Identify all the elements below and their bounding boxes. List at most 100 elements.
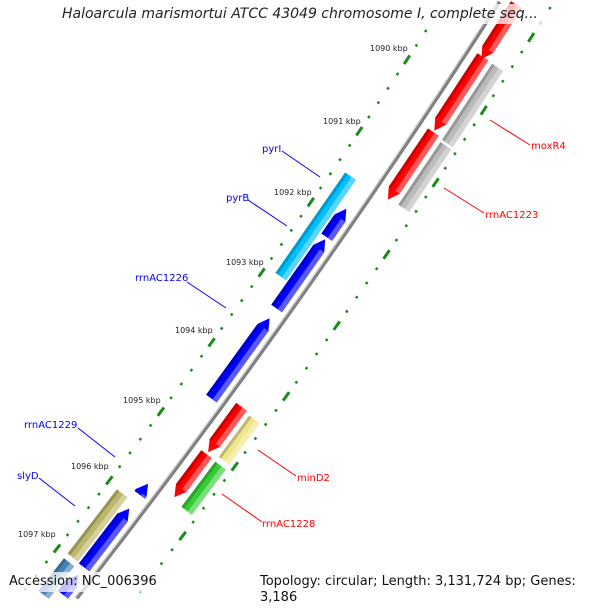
feature-body[interactable] <box>275 172 356 281</box>
major-tick <box>431 177 440 188</box>
gene-feature[interactable] <box>134 483 149 499</box>
gene-label-slyD[interactable]: slyD <box>17 471 39 482</box>
feature-body[interactable] <box>398 142 452 212</box>
tick-label: 1097 kbp <box>18 530 56 539</box>
feature-highlight <box>187 466 226 515</box>
feature-body[interactable] <box>218 415 260 465</box>
minor-tick <box>239 298 244 303</box>
minor-tick <box>199 354 204 359</box>
gene-feature[interactable] <box>398 142 452 212</box>
minor-tick <box>159 561 164 566</box>
minor-tick <box>347 143 352 148</box>
gene-label-rrnAC1229[interactable]: rrnAC1229 <box>24 420 77 431</box>
feature-body[interactable] <box>321 208 347 241</box>
gene-feature[interactable] <box>218 415 260 465</box>
minor-tick <box>249 284 254 289</box>
minor-tick <box>229 312 234 317</box>
gene-feature[interactable] <box>79 508 130 572</box>
leader-line <box>281 150 321 178</box>
leader-line <box>489 119 531 146</box>
minor-tick <box>201 506 206 511</box>
minor-tick <box>289 228 294 233</box>
minor-tick <box>519 50 524 54</box>
major-tick <box>527 32 536 43</box>
feature-body[interactable] <box>79 508 130 572</box>
minor-tick <box>395 72 400 76</box>
minor-tick <box>338 157 342 162</box>
gene-feature[interactable] <box>321 208 347 241</box>
gene-feature[interactable] <box>67 489 128 562</box>
gene-label-rrnAC1228[interactable]: rrnAC1228 <box>262 519 315 530</box>
minor-tick <box>219 326 224 331</box>
feature-highlight <box>215 407 247 447</box>
gene-feature[interactable] <box>275 172 356 281</box>
minor-tick <box>76 519 80 524</box>
gene-feature[interactable] <box>208 402 247 453</box>
major-tick <box>479 105 488 116</box>
feature-body[interactable] <box>181 461 226 515</box>
gene-label-moxR4[interactable]: moxR4 <box>531 141 566 152</box>
minor-tick <box>548 6 552 10</box>
minor-tick <box>462 137 467 142</box>
major-tick <box>52 543 62 554</box>
gene-label-rrnAC1226[interactable]: rrnAC1226 <box>135 273 188 284</box>
feature-body[interactable] <box>271 239 326 313</box>
minor-tick <box>253 436 258 441</box>
gene-feature[interactable] <box>206 318 270 403</box>
minor-tick <box>424 195 428 199</box>
feature-highlight <box>225 420 260 465</box>
feature-highlight <box>327 218 346 241</box>
minor-tick <box>354 295 359 300</box>
feature-body[interactable] <box>206 318 270 403</box>
feature-body[interactable] <box>134 483 149 499</box>
major-tick <box>402 54 412 65</box>
leader-line <box>38 477 76 507</box>
tick-label: 1095 kbp <box>123 396 161 405</box>
major-tick <box>382 249 391 260</box>
feature-highlight <box>182 454 212 492</box>
major-tick <box>355 126 364 137</box>
leader-line <box>186 281 227 309</box>
minor-tick <box>324 338 329 342</box>
gene-feature[interactable] <box>442 63 503 148</box>
gene-feature[interactable] <box>174 450 212 498</box>
minor-tick <box>294 380 299 385</box>
feature-highlight <box>277 249 325 313</box>
minor-tick <box>386 86 390 91</box>
gene-feature[interactable] <box>387 128 439 200</box>
minor-tick <box>179 382 184 386</box>
gene-label-minD2[interactable]: minD2 <box>297 473 330 484</box>
topology-text: Topology: circular; Length: 3,131,724 bp… <box>257 572 600 608</box>
minor-tick <box>86 505 91 510</box>
minor-tick <box>222 478 227 483</box>
gene-label-pyrI[interactable]: pyrI <box>262 144 281 155</box>
feature-shadow <box>398 142 443 207</box>
tick-label: 1094 kbp <box>175 326 213 335</box>
tick-label: 1092 kbp <box>274 188 312 197</box>
minor-tick <box>138 437 143 441</box>
major-tick <box>105 475 114 486</box>
feature-shadow <box>134 488 139 493</box>
gene-feature[interactable] <box>181 461 226 515</box>
major-tick <box>207 337 216 348</box>
gene-label-rrnAC1223[interactable]: rrnAC1223 <box>485 210 538 221</box>
feature-track <box>38 1 522 599</box>
minor-tick <box>328 172 333 176</box>
feature-highlight <box>73 494 128 562</box>
minor-tick <box>510 64 515 69</box>
minor-tick <box>279 242 284 247</box>
minor-tick <box>65 533 70 537</box>
backbone-highlight <box>74 1 499 599</box>
feature-body[interactable] <box>67 489 128 562</box>
gene-feature[interactable] <box>271 239 326 313</box>
feature-shadow <box>435 53 480 120</box>
gene-label-pyrB[interactable]: pyrB <box>226 193 249 204</box>
gene-feature[interactable] <box>434 53 489 131</box>
minor-tick <box>491 93 496 98</box>
minor-tick <box>44 560 49 564</box>
feature-shadow <box>275 172 348 275</box>
leader-line <box>247 199 288 227</box>
accession-text: Accession: NC_006396 <box>6 572 160 592</box>
feature-highlight <box>404 146 452 212</box>
